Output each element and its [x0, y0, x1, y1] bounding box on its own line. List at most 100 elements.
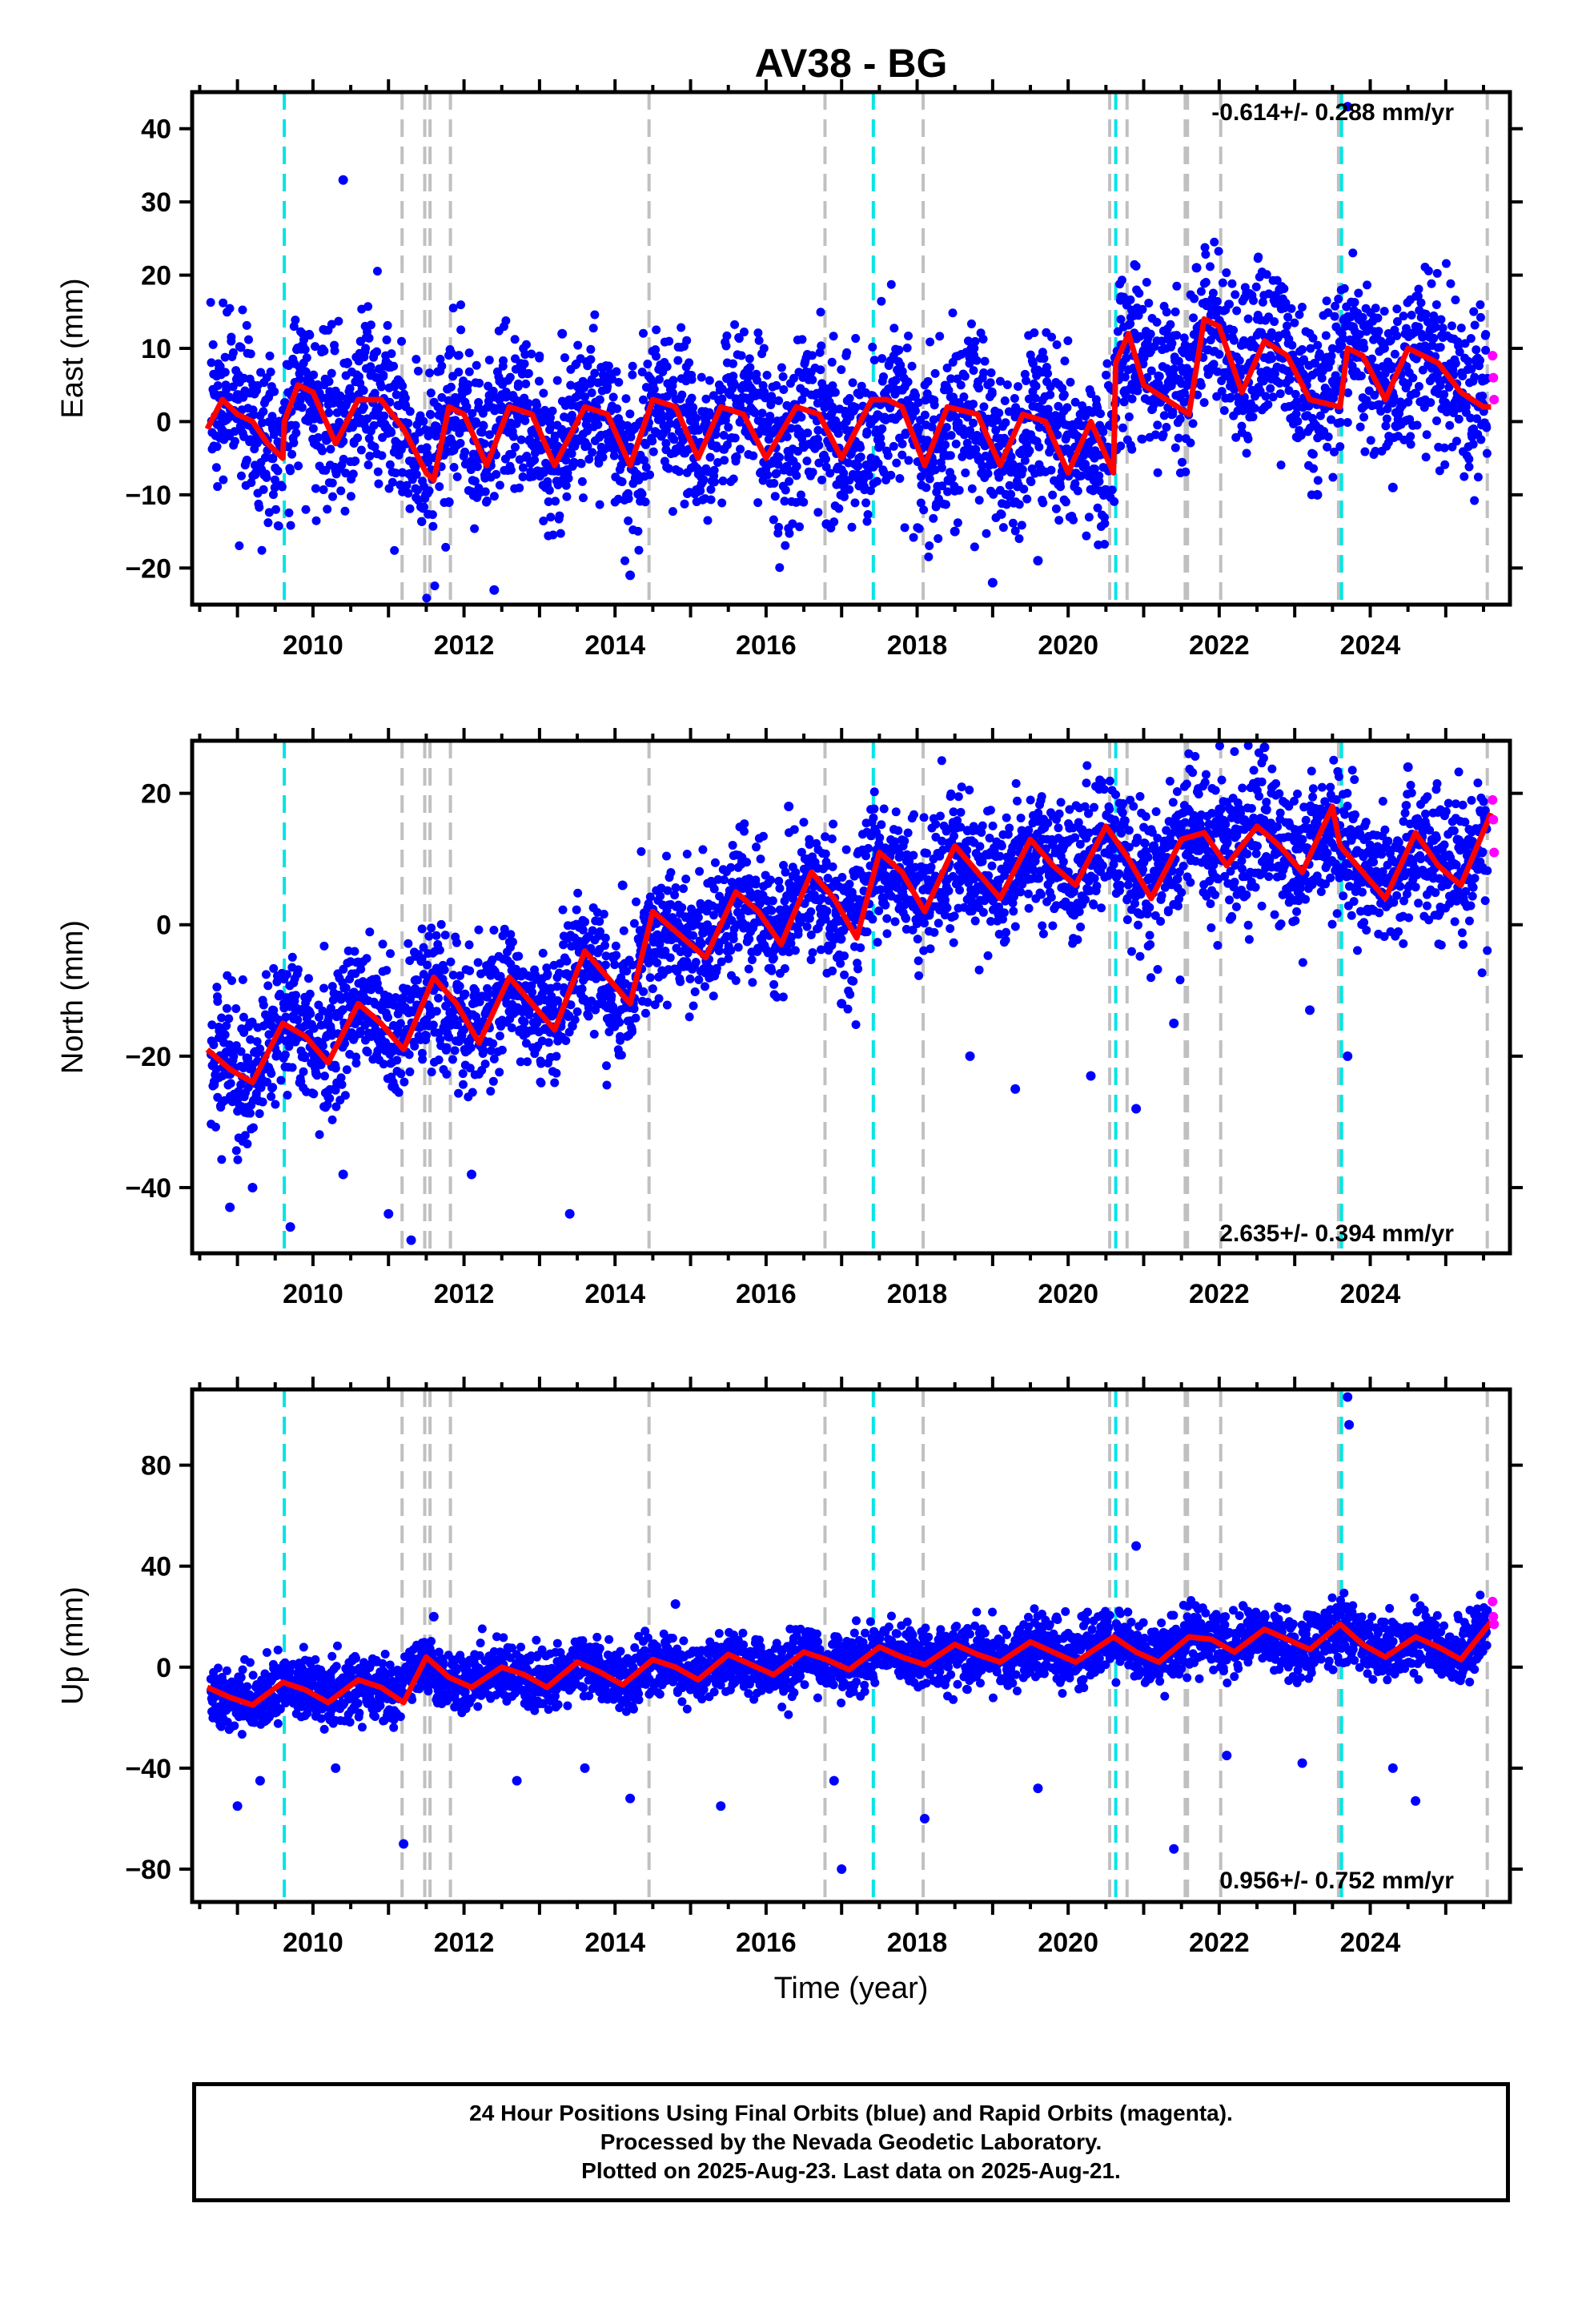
- final-point: [1291, 389, 1300, 399]
- final-point: [211, 1064, 221, 1074]
- final-point: [246, 349, 255, 359]
- final-point: [404, 1050, 414, 1059]
- final-point: [1447, 321, 1456, 331]
- final-point: [588, 324, 598, 333]
- final-point: [480, 1059, 490, 1069]
- final-point: [1337, 341, 1347, 351]
- final-point: [387, 349, 396, 359]
- final-point: [342, 1065, 351, 1075]
- final-point: [749, 451, 758, 460]
- final-point: [287, 449, 297, 459]
- final-point: [951, 439, 961, 448]
- final-point: [387, 428, 396, 437]
- final-point: [1219, 406, 1229, 416]
- final-point: [544, 485, 554, 495]
- final-point: [331, 1102, 341, 1112]
- final-point: [313, 432, 323, 442]
- outlier-point: [625, 570, 636, 581]
- final-point: [1421, 309, 1431, 319]
- final-point: [236, 343, 246, 352]
- final-point: [1283, 312, 1293, 322]
- final-point: [1046, 465, 1056, 475]
- final-point: [327, 368, 336, 378]
- final-point: [785, 529, 794, 538]
- final-point: [1174, 433, 1183, 443]
- final-point: [424, 457, 433, 467]
- final-point: [967, 484, 977, 493]
- final-point: [219, 475, 228, 485]
- final-point: [222, 1003, 231, 1013]
- final-point: [1261, 392, 1271, 401]
- final-point: [382, 335, 391, 344]
- final-point: [1313, 340, 1323, 350]
- final-point: [1206, 262, 1215, 271]
- final-point: [654, 375, 664, 384]
- final-point: [577, 984, 587, 994]
- final-point: [612, 951, 621, 960]
- final-point: [1010, 393, 1019, 403]
- final-point: [311, 484, 320, 493]
- final-point: [548, 530, 558, 540]
- final-point: [1258, 297, 1267, 307]
- final-point: [769, 479, 779, 489]
- final-point: [665, 419, 675, 428]
- outlier-point: [557, 328, 568, 339]
- final-point: [611, 941, 620, 951]
- final-point: [1419, 403, 1429, 412]
- final-point: [316, 1060, 326, 1070]
- final-point: [710, 858, 720, 867]
- final-point: [728, 840, 737, 850]
- final-point: [1167, 339, 1177, 348]
- final-point: [661, 439, 671, 448]
- final-point: [1020, 369, 1030, 379]
- final-point: [685, 1012, 694, 1022]
- final-point: [1102, 370, 1111, 380]
- final-point: [953, 518, 962, 528]
- final-point: [1328, 472, 1338, 482]
- final-point: [225, 304, 235, 313]
- final-point: [246, 1108, 255, 1118]
- final-point: [1403, 397, 1413, 407]
- final-point: [695, 866, 705, 876]
- final-point: [1001, 418, 1010, 428]
- final-point: [1346, 312, 1355, 322]
- final-point: [238, 975, 247, 984]
- final-point: [745, 363, 755, 372]
- final-point: [1223, 368, 1233, 378]
- final-point: [1304, 401, 1314, 411]
- final-point: [1170, 308, 1180, 317]
- final-point: [417, 1048, 427, 1058]
- final-point: [324, 377, 334, 387]
- final-point: [1048, 490, 1058, 500]
- final-point: [444, 1032, 454, 1042]
- final-point: [797, 395, 807, 404]
- final-point: [486, 1046, 496, 1055]
- final-point: [560, 353, 569, 363]
- final-point: [1470, 372, 1480, 382]
- final-point: [774, 396, 784, 405]
- final-point: [625, 409, 635, 419]
- final-point: [256, 1083, 266, 1092]
- final-point: [396, 1069, 406, 1079]
- final-point: [665, 336, 674, 346]
- final-point: [1267, 354, 1277, 364]
- final-point: [792, 471, 801, 480]
- final-point: [222, 384, 231, 394]
- final-point: [1017, 521, 1026, 530]
- final-point: [400, 1077, 409, 1087]
- final-point: [1315, 348, 1324, 358]
- final-point: [1025, 446, 1034, 456]
- final-point: [679, 884, 689, 894]
- final-point: [1098, 427, 1108, 436]
- final-point: [721, 341, 731, 351]
- final-point: [1120, 372, 1130, 382]
- final-point: [268, 1083, 278, 1092]
- final-point: [442, 1043, 452, 1052]
- final-point: [781, 541, 790, 550]
- final-point: [833, 428, 843, 438]
- final-point: [454, 1088, 464, 1098]
- final-point: [1227, 279, 1237, 288]
